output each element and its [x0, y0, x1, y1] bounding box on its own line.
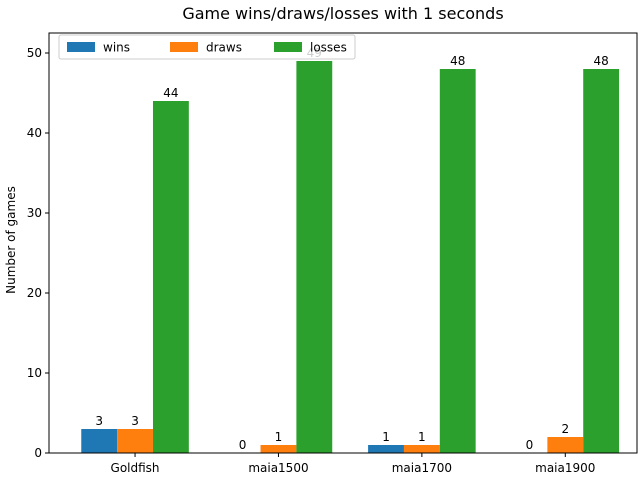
x-axis: Goldfish maia1500 maia1700 maia1900 [111, 453, 595, 475]
bar-value-label-draws-maia1900: 2 [561, 422, 569, 436]
bar-draws-maia1500 [260, 445, 297, 453]
bar-value-label-losses-maia1700: 48 [450, 54, 465, 68]
legend-swatch-wins [67, 42, 95, 52]
legend-swatch-draws [170, 42, 198, 52]
bar-wins-goldfish [81, 429, 118, 453]
bar-value-label-draws-maia1500: 1 [275, 430, 283, 444]
bar-value-label-draws-goldfish: 3 [131, 414, 139, 428]
bar-value-label-wins-maia1500: 0 [239, 438, 247, 452]
bars-group [81, 61, 620, 453]
bar-losses-maia1500 [296, 61, 333, 453]
bar-draws-goldfish [117, 429, 153, 453]
bar-draws-maia1700 [403, 445, 440, 453]
legend-box [58, 34, 356, 60]
bar-wins-maia1700 [368, 445, 404, 453]
legend: wins draws losses [58, 34, 356, 60]
x-tick-label-maia1700: maia1700 [392, 461, 452, 475]
y-tick-label-30: 30 [27, 206, 42, 220]
legend-label-losses: losses [310, 41, 347, 55]
bar-value-label-wins-maia1900: 0 [526, 438, 534, 452]
y-axis: 0 10 20 30 40 50 [27, 46, 49, 460]
x-tick-label-maia1900: maia1900 [535, 461, 595, 475]
x-tick-label-goldfish: Goldfish [111, 461, 160, 475]
bar-draws-maia1900 [547, 437, 584, 453]
bar-value-label-wins-goldfish: 3 [95, 414, 103, 428]
chart-title: Game wins/draws/losses with 1 seconds [182, 4, 503, 23]
y-axis-label: Number of games [4, 186, 18, 294]
bar-losses-maia1700 [439, 69, 476, 453]
legend-label-wins: wins [103, 41, 130, 55]
bar-value-label-losses-goldfish: 44 [163, 86, 178, 100]
bar-losses-maia1900 [583, 69, 620, 453]
legend-swatch-losses [274, 42, 302, 52]
x-tick-label-maia1500: maia1500 [248, 461, 308, 475]
y-tick-label-50: 50 [27, 46, 42, 60]
y-tick-label-40: 40 [27, 126, 42, 140]
bar-losses-goldfish [152, 101, 189, 453]
bar-value-label-draws-maia1700: 1 [418, 430, 426, 444]
y-tick-label-20: 20 [27, 286, 42, 300]
bar-value-label-wins-maia1700: 1 [382, 430, 390, 444]
bar-value-label-losses-maia1900: 48 [594, 54, 609, 68]
plot-frame [48, 32, 638, 454]
legend-label-draws: draws [206, 41, 242, 55]
y-tick-label-0: 0 [34, 446, 42, 460]
y-tick-label-10: 10 [27, 366, 42, 380]
